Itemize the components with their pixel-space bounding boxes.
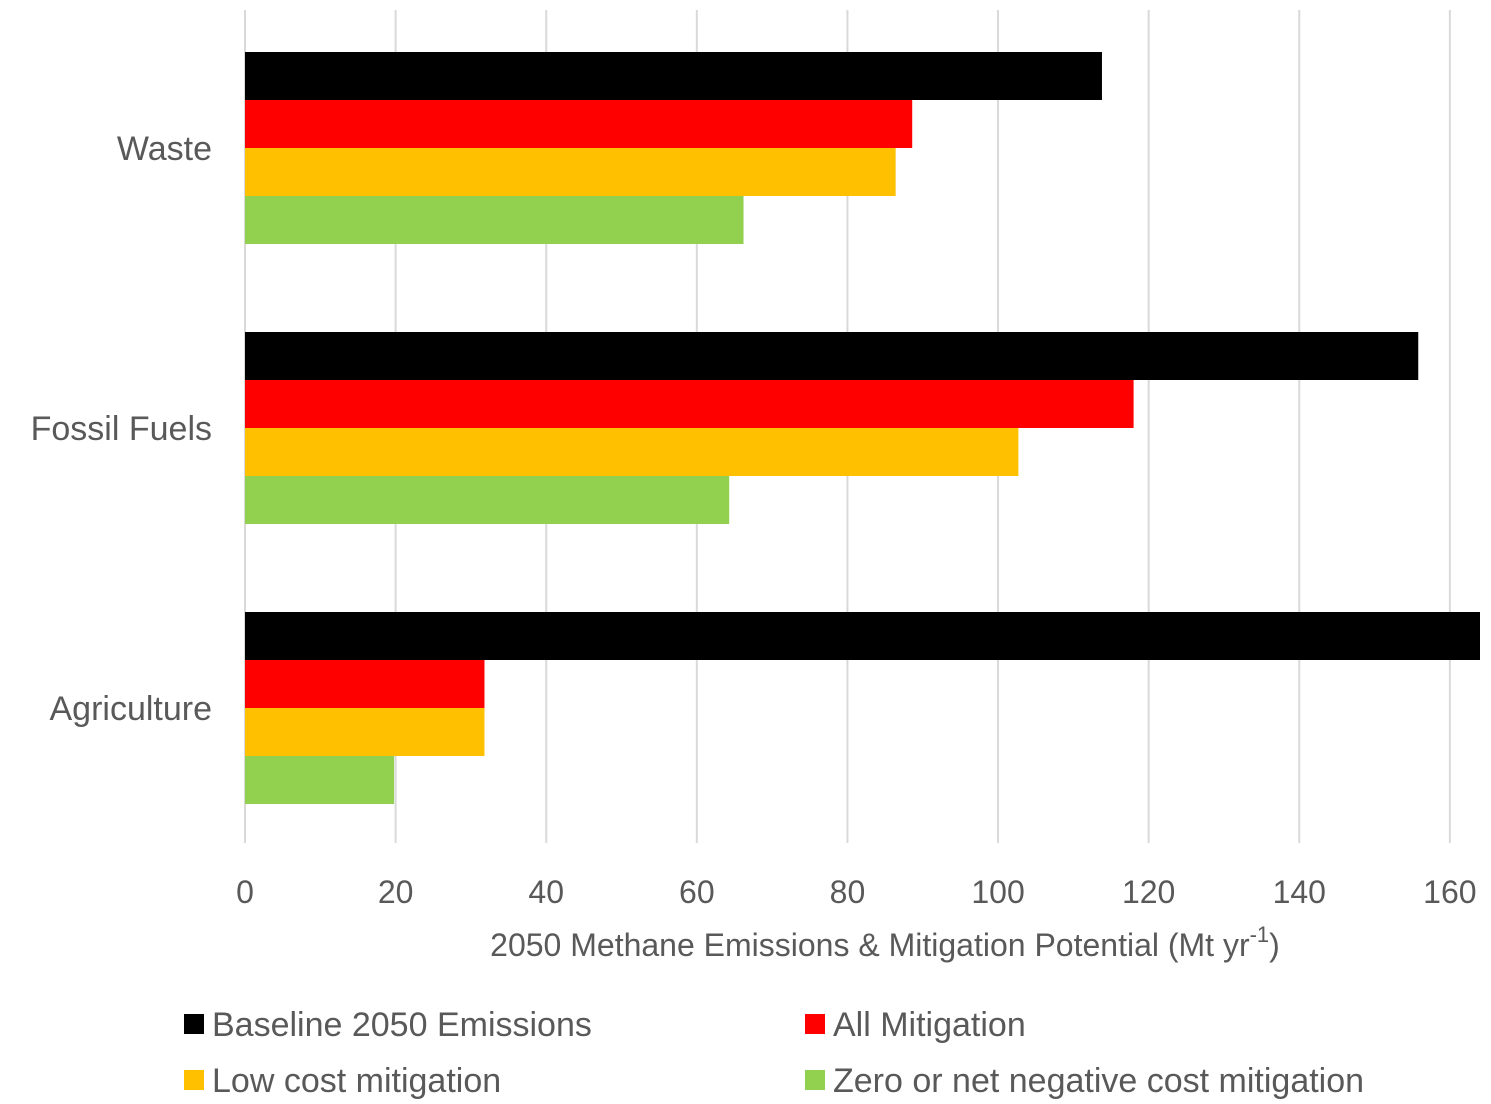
bar <box>245 708 485 756</box>
category-label: Agriculture <box>49 690 212 728</box>
category-label: Waste <box>117 130 212 168</box>
x-axis-title-tail: ) <box>1269 927 1280 963</box>
legend-label: All Mitigation <box>833 1006 1026 1044</box>
x-tick-label: 100 <box>971 874 1024 910</box>
legend-label: Low cost mitigation <box>212 1062 501 1100</box>
x-axis-title-sup: -1 <box>1250 922 1270 947</box>
bar <box>245 428 1019 476</box>
legend-swatch <box>184 1070 204 1090</box>
bar <box>245 332 1419 380</box>
x-tick-label: 140 <box>1273 874 1326 910</box>
x-tick-label: 0 <box>236 874 254 910</box>
x-tick-label: 20 <box>378 874 414 910</box>
bar <box>245 660 485 708</box>
legend-label: Baseline 2050 Emissions <box>212 1006 592 1044</box>
x-tick-label: 120 <box>1122 874 1175 910</box>
category-label: Fossil Fuels <box>31 410 212 448</box>
bar <box>245 52 1102 100</box>
bar <box>245 100 913 148</box>
bars <box>245 52 1480 804</box>
bar <box>245 148 896 196</box>
legend-swatch <box>805 1070 825 1090</box>
bar <box>245 476 730 524</box>
legend-swatch <box>805 1014 825 1034</box>
category-labels: Waste Fossil Fuels Agriculture <box>31 130 212 728</box>
bar <box>245 612 1480 660</box>
x-tick-label: 40 <box>528 874 564 910</box>
x-tick-label: 60 <box>679 874 715 910</box>
bar <box>245 756 395 804</box>
x-tick-label: 80 <box>830 874 866 910</box>
x-axis-title: 2050 Methane Emissions & Mitigation Pote… <box>490 922 1280 963</box>
legend-swatch <box>184 1014 204 1034</box>
x-tick-label: 160 <box>1423 874 1476 910</box>
legend-label: Zero or net negative cost mitigation <box>833 1062 1364 1100</box>
x-axis-title-main: 2050 Methane Emissions & Mitigation Pote… <box>490 927 1250 963</box>
bar <box>245 196 744 244</box>
legend: Baseline 2050 Emissions All Mitigation Low… <box>184 1006 1364 1100</box>
bar <box>245 380 1134 428</box>
x-tick-labels: 0 20 40 60 80 100 120 140 160 <box>236 874 1476 910</box>
